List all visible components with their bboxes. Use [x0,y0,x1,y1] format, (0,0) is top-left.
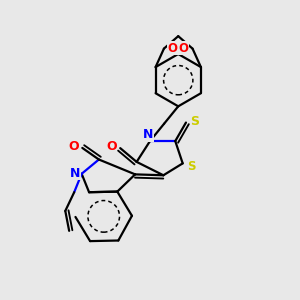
Text: S: S [190,115,200,128]
Text: O: O [106,140,117,153]
Text: O: O [178,42,189,55]
Text: O: O [168,42,178,55]
Text: O: O [69,140,79,153]
Text: S: S [187,160,195,173]
Text: N: N [143,128,154,141]
Text: N: N [70,167,80,180]
